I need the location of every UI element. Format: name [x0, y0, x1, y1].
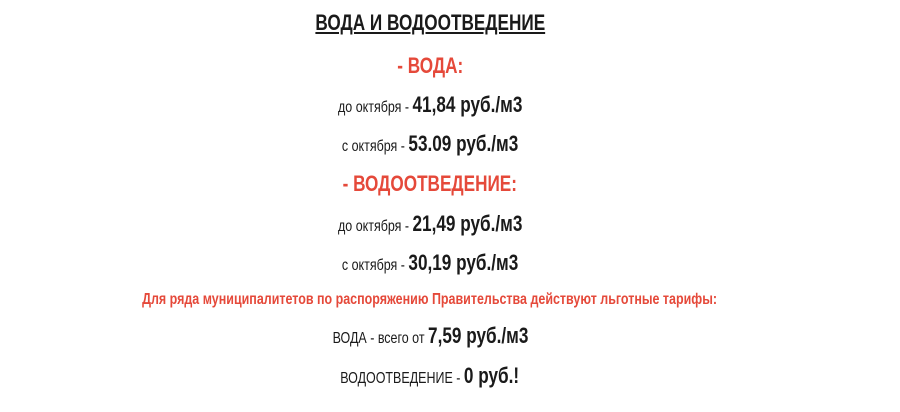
- label: ВОДООТВЕДЕНИЕ -: [340, 370, 465, 387]
- benefit-note: Для ряда муниципалитетов по распоряжению…: [142, 291, 718, 308]
- label: до октября -: [337, 218, 413, 235]
- benefit-sewer: ВОДООТВЕДЕНИЕ - 0 руб.!: [0, 363, 860, 389]
- label: с октября -: [341, 138, 409, 155]
- value: 0 руб.!: [464, 363, 520, 388]
- label: с октября -: [341, 257, 409, 274]
- water-before: до октября - 41,84 руб./м3: [0, 92, 860, 118]
- value: 41,84 руб./м3: [412, 92, 523, 117]
- label: до октября -: [337, 99, 413, 116]
- value: 7,59 руб./м3: [427, 323, 528, 348]
- benefit-water: ВОДА - всего от 7,59 руб./м3: [0, 323, 860, 349]
- value: 30,19 руб./м3: [408, 250, 519, 275]
- sewer-after: с октября - 30,19 руб./м3: [0, 250, 860, 276]
- sewer-heading: - ВОДООТВЕДЕНИЕ:: [342, 171, 518, 196]
- value: 21,49 руб./м3: [412, 211, 523, 236]
- label: ВОДА - всего от: [332, 330, 428, 347]
- water-heading: - ВОДА:: [397, 53, 463, 78]
- page-title: ВОДА И ВОДООТВЕДЕНИЕ: [315, 10, 545, 35]
- sewer-before: до октября - 21,49 руб./м3: [0, 211, 860, 237]
- water-after: с октября - 53.09 руб./м3: [0, 131, 860, 157]
- value: 53.09 руб./м3: [408, 131, 519, 156]
